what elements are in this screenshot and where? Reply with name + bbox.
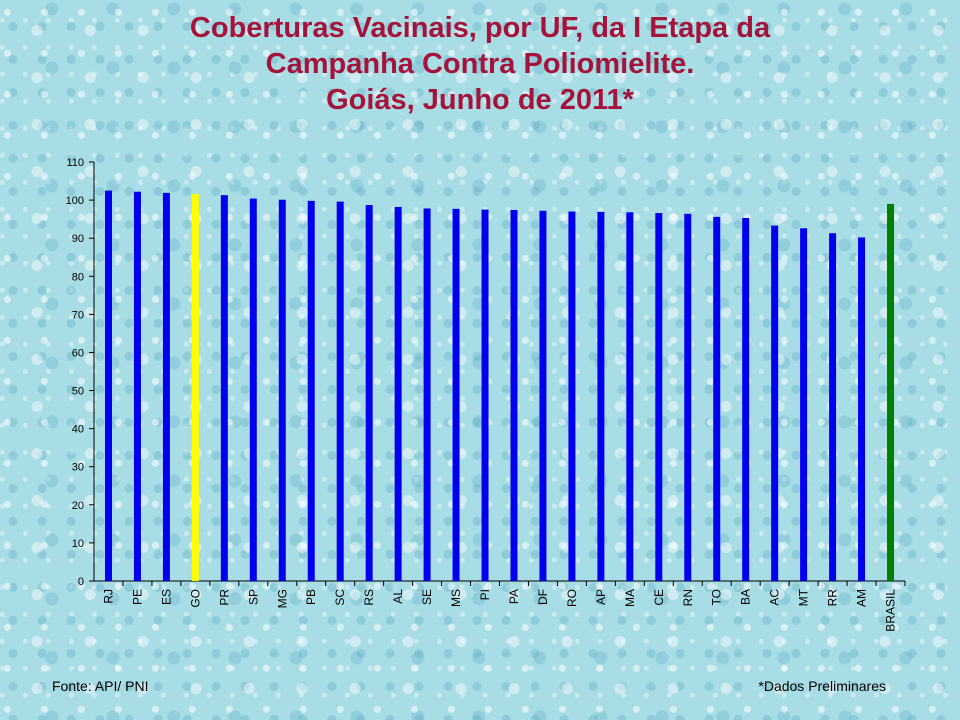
bar-sp bbox=[249, 198, 257, 582]
bar-brasil bbox=[887, 203, 895, 581]
bar-am bbox=[858, 237, 866, 582]
category-label-rs: RS bbox=[362, 589, 376, 606]
category-label-pr: PR bbox=[217, 589, 231, 606]
category-label-rr: RR bbox=[826, 589, 840, 607]
category-label-rj: RJ bbox=[101, 589, 115, 604]
bar-sc bbox=[336, 201, 344, 581]
bar-df bbox=[539, 210, 547, 582]
y-tick-label: 100 bbox=[66, 195, 84, 207]
bar-ma bbox=[626, 212, 634, 581]
y-tick-label: 60 bbox=[72, 347, 84, 359]
bar-go bbox=[191, 193, 199, 581]
category-label-sp: SP bbox=[246, 589, 260, 605]
category-label-pi: PI bbox=[478, 589, 492, 600]
category-label-es: ES bbox=[159, 589, 173, 605]
category-label-pe: PE bbox=[130, 589, 144, 605]
bar-es bbox=[162, 192, 170, 581]
source-note: Fonte: API/ PNI bbox=[52, 678, 149, 694]
title-line-3: Goiás, Junho de 2011* bbox=[326, 84, 634, 116]
category-label-sc: SC bbox=[333, 589, 347, 606]
bar-to bbox=[713, 216, 721, 582]
bar-rs bbox=[365, 205, 373, 581]
category-label-ce: CE bbox=[652, 589, 666, 606]
y-tick-label: 40 bbox=[72, 424, 84, 436]
bar-rn bbox=[684, 213, 692, 581]
title-line-1: Coberturas Vacinais, por UF, da I Etapa … bbox=[189, 12, 771, 44]
category-label-ap: AP bbox=[594, 589, 608, 605]
y-tick-label: 20 bbox=[72, 500, 84, 512]
y-tick-label: 50 bbox=[72, 386, 84, 398]
bar-pr bbox=[220, 195, 228, 581]
category-label-se: SE bbox=[420, 589, 434, 605]
category-label-mg: MG bbox=[275, 589, 289, 608]
category-label-ac: AC bbox=[768, 589, 782, 606]
bar-ap bbox=[597, 211, 605, 581]
y-tick-label: 80 bbox=[72, 271, 84, 283]
bar-al bbox=[394, 206, 402, 581]
bar-ro bbox=[568, 211, 576, 581]
y-tick-label: 0 bbox=[78, 576, 84, 588]
category-label-am: AM bbox=[855, 589, 869, 607]
y-tick-label: 70 bbox=[72, 309, 84, 321]
bar-pb bbox=[307, 200, 315, 581]
category-label-al: AL bbox=[391, 589, 405, 604]
bar-pi bbox=[481, 209, 489, 581]
bar-ms bbox=[452, 208, 460, 582]
y-tick-label: 90 bbox=[72, 233, 84, 245]
y-tick-label: 110 bbox=[66, 157, 84, 169]
preliminary-note: *Dados Preliminares bbox=[758, 678, 886, 694]
category-label-ro: RO bbox=[565, 589, 579, 607]
chart-title: Coberturas Vacinais, por UF, da I Etapa … bbox=[0, 10, 960, 118]
bar-ba bbox=[742, 217, 750, 581]
category-label-mt: MT bbox=[797, 588, 811, 606]
bar-rr bbox=[829, 233, 837, 582]
bar-pe bbox=[133, 191, 141, 581]
category-label-pb: PB bbox=[304, 589, 318, 605]
category-label-ba: BA bbox=[739, 589, 753, 605]
category-label-rn: RN bbox=[681, 589, 695, 606]
y-tick-label: 10 bbox=[72, 538, 84, 550]
category-label-ma: MA bbox=[623, 589, 637, 607]
category-label-to: TO bbox=[710, 589, 724, 605]
bar-ac bbox=[771, 225, 779, 581]
bar-ce bbox=[655, 213, 663, 582]
bar-mg bbox=[278, 199, 286, 581]
category-label-brasil: BRASIL bbox=[884, 589, 898, 632]
bar-rj bbox=[104, 190, 112, 581]
y-tick-label: 30 bbox=[72, 462, 84, 474]
category-label-df: DF bbox=[536, 589, 550, 605]
bar-se bbox=[423, 208, 431, 582]
bar-pa bbox=[510, 209, 518, 581]
category-label-pa: PA bbox=[507, 589, 521, 604]
title-line-2: Campanha Contra Poliomielite. bbox=[265, 48, 695, 80]
category-label-go: GO bbox=[188, 589, 202, 608]
bar-mt bbox=[800, 228, 808, 581]
category-label-ms: MS bbox=[449, 589, 463, 607]
